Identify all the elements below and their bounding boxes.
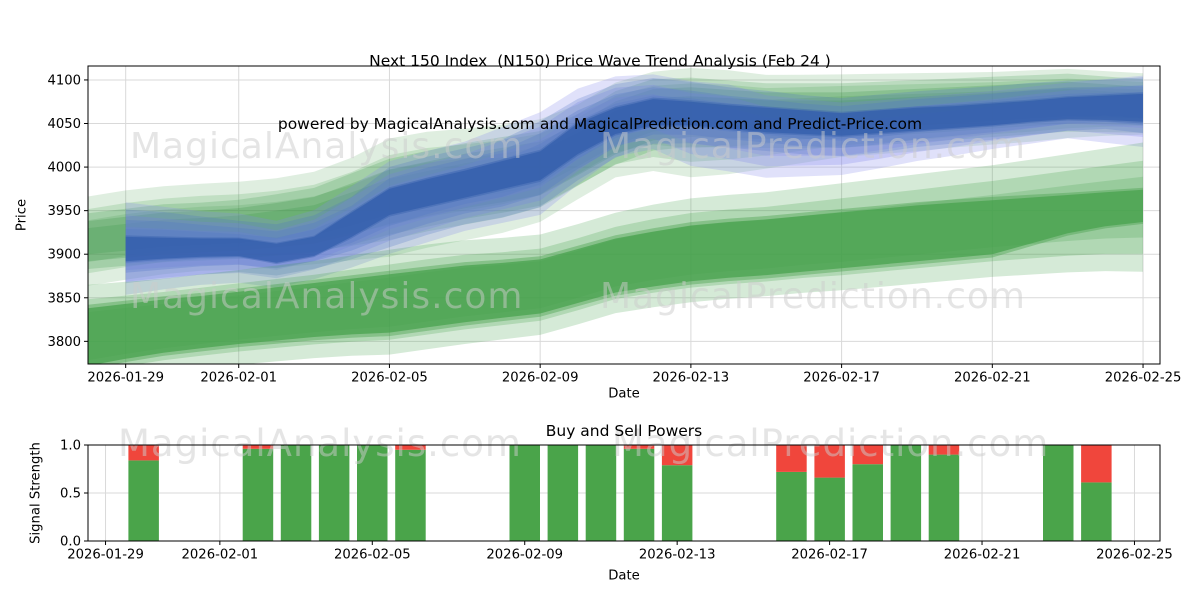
y-tick-label: 3900	[47, 248, 81, 263]
signal-bars	[128, 445, 1112, 541]
axes-price: 2026-01-29 2026-02-01 2026-02-05 2026-02-09…	[47, 65, 1182, 386]
watermark-text: MagicalPrediction.com	[600, 276, 1026, 317]
x-tick-label: 2026-02-05	[334, 548, 411, 563]
watermark-text: MagicalPrediction.com	[600, 126, 1026, 167]
y-tick-label: 0.5	[60, 487, 81, 502]
bar-buy-2026-01-30	[128, 460, 159, 541]
x-tick-label: 2026-02-17	[791, 548, 868, 563]
y-tick-label: 1.0	[60, 439, 81, 454]
x-tick-label: 2026-01-29	[67, 548, 144, 563]
bar-buy-2026-02-13	[661, 465, 693, 541]
bar-buy-2026-02-09	[509, 445, 540, 541]
band-lower-core-green	[88, 189, 1143, 364]
bar-buy-2026-02-16	[776, 471, 807, 541]
watermark-text: MagicalAnalysis.com	[130, 126, 523, 167]
bar-buy-2026-02-18	[852, 464, 883, 541]
x-tick-label: 2026-02-21	[954, 371, 1031, 386]
bar-buy-2026-02-05	[357, 445, 388, 541]
x-tick-label: 2026-02-05	[351, 371, 428, 386]
band-purple-wave	[125, 94, 1143, 271]
x-tick-label: 2026-02-25	[1105, 371, 1182, 386]
figure-title-line1: Next 150 Index (N150) Price Wave Trend A…	[369, 52, 831, 70]
bar-buy-2026-02-06	[395, 449, 426, 541]
bar-sell-2026-02-18	[852, 445, 883, 465]
y-tick-label: 3950	[47, 204, 81, 219]
x-tick-label: 2026-02-09	[486, 548, 563, 563]
watermark-text: MagicalPrediction.com	[612, 422, 1049, 465]
figure-title: Next 150 Index (N150) Price Wave Trend A…	[0, 9, 1200, 177]
signal-ylabel: Signal Strength	[28, 442, 44, 544]
bar-sell-2026-01-30	[128, 445, 159, 461]
bar-buy-2026-02-19	[890, 445, 922, 541]
signal-chart-title: Buy and Sell Powers	[545, 422, 703, 440]
price-xlabel: Date	[608, 386, 640, 402]
bar-buy-2026-02-11	[585, 445, 617, 541]
price-bands	[88, 68, 1143, 364]
band-blue-core-wave	[125, 92, 1143, 265]
y-tick-label: 3850	[47, 291, 81, 306]
bar-buy-2026-02-20	[928, 454, 960, 541]
plot-spine	[87, 65, 1161, 365]
watermark-text: MagicalAnalysis.com	[130, 276, 523, 317]
bar-sell-2026-02-12	[623, 445, 655, 449]
bar-buy-2026-02-17	[814, 477, 845, 541]
bar-buy-2026-02-24	[1081, 482, 1112, 541]
bar-sell-2026-02-20	[928, 445, 960, 455]
x-tick-label: 2026-01-29	[87, 371, 164, 386]
bar-sell-2026-02-16	[776, 445, 807, 472]
x-tick-label: 2026-02-13	[639, 548, 716, 563]
bar-buy-2026-02-12	[623, 448, 655, 541]
x-tick-label: 2026-02-09	[502, 371, 579, 386]
x-tick-label: 2026-02-01	[182, 548, 259, 563]
y-tick-label: 4000	[47, 161, 81, 176]
bar-sell-2026-02-13	[661, 445, 693, 466]
y-tick-label: 0.0	[60, 535, 81, 550]
bar-sell-2026-02-24	[1081, 445, 1112, 483]
x-tick-label: 2026-02-25	[1096, 548, 1173, 563]
price-ylabel: Price	[14, 198, 30, 232]
figure-title-line2: powered by MagicalAnalysis.com and Magic…	[277, 115, 923, 133]
y-tick-label: 4100	[47, 73, 81, 88]
bar-sell-2026-02-02	[242, 445, 274, 449]
watermark-text: MagicalAnalysis.com	[118, 422, 522, 465]
bar-sell-2026-02-06	[395, 445, 426, 450]
bar-buy-2026-02-02	[242, 448, 274, 541]
band-blue-outer-wave	[125, 92, 1143, 264]
x-tick-label: 2026-02-21	[944, 548, 1021, 563]
axes-signal: 2026-01-29 2026-02-01 2026-02-05 2026-02-09…	[60, 439, 1173, 563]
signal-xlabel: Date	[608, 568, 640, 584]
bar-buy-2026-02-04	[318, 445, 350, 541]
bar-sell-2026-02-17	[814, 445, 845, 478]
band-purple-wave	[125, 84, 1143, 282]
bar-buy-2026-02-23	[1043, 445, 1074, 541]
y-tick-label: 4050	[47, 117, 81, 132]
bar-buy-2026-02-10	[547, 445, 579, 541]
bar-buy-2026-02-03	[280, 445, 312, 541]
y-tick-label: 3800	[47, 335, 81, 350]
x-tick-label: 2026-02-13	[653, 371, 730, 386]
x-tick-label: 2026-02-01	[200, 371, 277, 386]
band-blue-core-wave	[125, 93, 1143, 263]
x-tick-label: 2026-02-17	[803, 371, 880, 386]
